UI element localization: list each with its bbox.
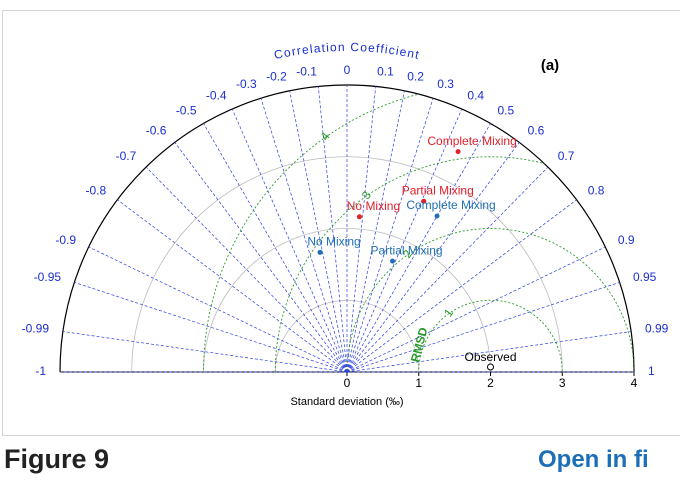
corr-ray (88, 246, 348, 373)
corr-tick-label: 0.5 (498, 103, 515, 117)
angle-axis-title: Correlation Coefficient (273, 40, 421, 62)
corr-ray (174, 142, 348, 373)
corr-tick-label: 0.2 (407, 69, 424, 83)
corr-tick-label: 0.6 (528, 123, 545, 137)
open-link[interactable]: Open in fi (538, 446, 649, 473)
corr-ray (260, 98, 348, 373)
chart-title: (a) (541, 57, 559, 74)
corr-tick-label: -0.99 (22, 322, 50, 336)
corr-ray (346, 123, 491, 373)
corr-tick-label: 0.9 (618, 233, 635, 247)
rmsd-contour (274, 156, 634, 372)
corr-tick-label: -0.4 (206, 88, 227, 102)
figure-frame (2, 10, 680, 436)
corr-ray (203, 123, 348, 373)
corr-tick-label: -0.7 (116, 149, 137, 163)
model-point (390, 258, 396, 264)
angle-axis-title-path: Correlation Coefficient (273, 40, 420, 62)
corr-tick-label: -0.1 (296, 65, 317, 79)
chart: (a) Correlation Coefficient Standard dev… (22, 40, 669, 408)
corr-ray (231, 108, 348, 373)
corr-ray (62, 331, 348, 373)
corr-ray (346, 282, 620, 373)
observed-label: Observed (464, 350, 516, 364)
rmsd-contour (418, 299, 563, 372)
std-tick-label: 3 (559, 376, 566, 390)
rmsd-title: RMSD (408, 326, 431, 364)
std-tick-label: 4 (631, 376, 638, 390)
corr-tick-label: -0.5 (176, 103, 197, 117)
std-grid-arc (203, 228, 491, 373)
x-axis-title: Standard deviation (‰) (290, 396, 403, 408)
corr-ray (346, 166, 549, 373)
corr-ray (289, 90, 348, 373)
corr-ray (346, 246, 606, 373)
corr-tick-label: 0.3 (437, 77, 454, 91)
corr-ray (346, 90, 405, 373)
corr-tick-label: 0.95 (633, 270, 657, 284)
model-point (455, 149, 461, 155)
figure-caption: Figure 9 (4, 444, 110, 474)
corr-tick-label: 1 (648, 364, 655, 378)
corr-tick-label: 0.1 (377, 65, 394, 79)
corr-tick-label: 0.8 (588, 184, 605, 198)
corr-tick-label: -1 (35, 364, 46, 378)
model-label: Partial Mixing (402, 183, 474, 197)
corr-tick-label: 0.99 (645, 322, 669, 336)
model-point (356, 214, 362, 220)
corr-tick-label: 0.7 (558, 149, 575, 163)
model-point (434, 213, 440, 219)
rmsd-label: 1 (441, 306, 456, 320)
corr-tick-label: -0.2 (266, 69, 287, 83)
corr-tick-label: -0.3 (236, 77, 257, 91)
corr-ray (346, 98, 434, 373)
corr-ray (117, 199, 348, 373)
model-label: Partial Mixing (371, 243, 443, 257)
std-tick-label: 2 (487, 376, 494, 390)
std-tick-label: 0 (344, 376, 351, 390)
model-label: No Mixing (347, 199, 400, 213)
corr-ray (74, 282, 348, 373)
corr-ray (317, 86, 348, 373)
corr-tick-label: -0.8 (86, 184, 107, 198)
corr-tick-label: 0.4 (467, 88, 484, 102)
corr-ray (346, 199, 577, 373)
rmsd-group (203, 85, 634, 372)
corr-ray (346, 331, 632, 373)
corr-ray (145, 166, 348, 373)
corr-tick-label: 0 (344, 63, 351, 77)
observed-point (487, 363, 494, 371)
rmsd-contour (346, 228, 634, 372)
corr-tick-label: -0.9 (55, 233, 76, 247)
model-label: No Mixing (307, 234, 360, 248)
corr-ray (346, 86, 377, 373)
std-tick-label: 1 (415, 376, 422, 390)
corr-ray (346, 108, 463, 373)
model-label: Complete Mixing (406, 198, 495, 212)
model-point (421, 198, 427, 204)
model-label: Complete Mixing (427, 134, 516, 148)
model-point (317, 249, 323, 255)
corr-ray (346, 142, 520, 373)
corr-tick-label: -0.95 (34, 270, 62, 284)
corr-tick-label: -0.6 (146, 123, 167, 137)
